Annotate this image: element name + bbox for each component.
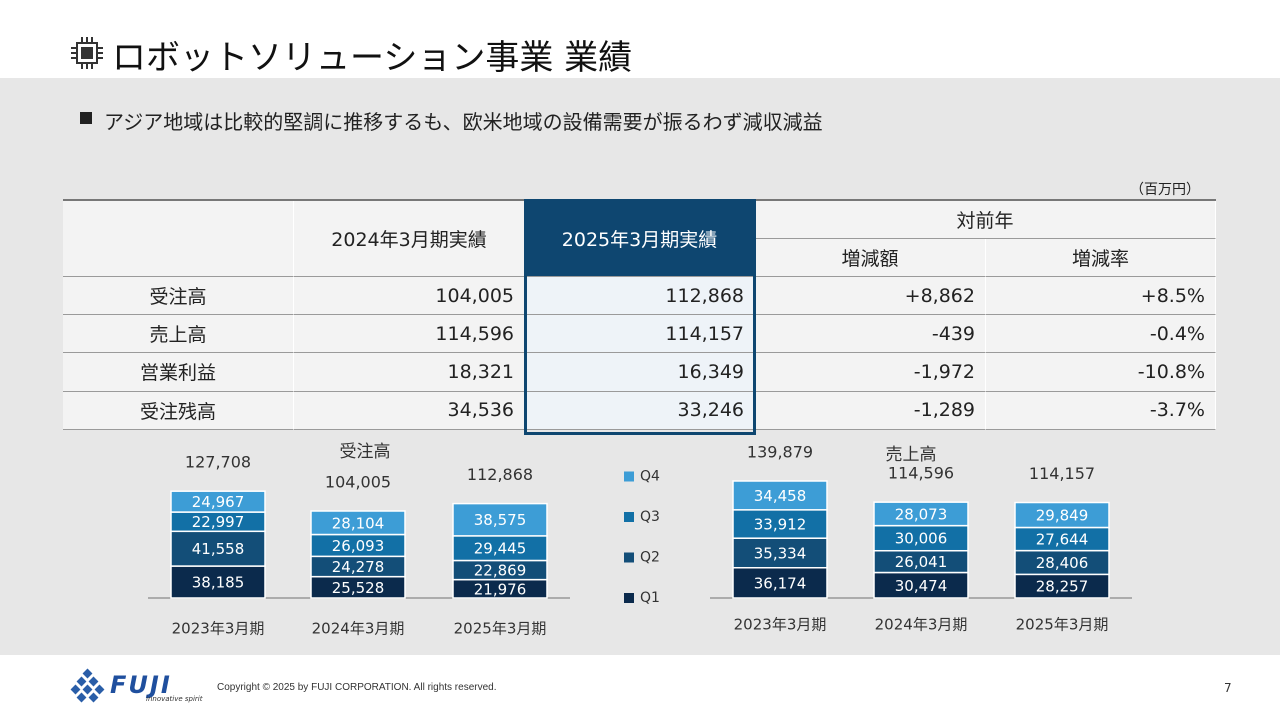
chart-title: 受注高	[340, 442, 391, 462]
table-cell: -10.8%	[986, 353, 1216, 392]
x-tick-label: 2023年3月期	[734, 616, 827, 634]
table-cell: 33,246	[525, 391, 755, 430]
legend-label: Q4	[640, 469, 660, 485]
table-cell: -439	[755, 315, 986, 354]
segment-label: 29,849	[1036, 506, 1089, 524]
segment-label: 36,174	[754, 574, 807, 592]
total-label: 114,157	[1029, 464, 1095, 483]
total-label: 104,005	[325, 473, 391, 492]
table-cell: -1,289	[755, 391, 986, 430]
table-cell: 対前年	[755, 201, 1216, 239]
legend-swatch	[624, 471, 634, 482]
legend-label: Q1	[640, 590, 660, 606]
total-label: 139,879	[747, 443, 813, 462]
page-number: 7	[1224, 681, 1232, 695]
segment-label: 30,474	[895, 577, 948, 595]
segment-label: 29,445	[474, 540, 527, 558]
table-cell: -1,972	[755, 353, 986, 392]
total-label: 127,708	[185, 453, 251, 472]
table-cell: 受注残高	[63, 391, 294, 430]
table-cell: 2024年3月期実績	[294, 201, 525, 277]
copyright: Copyright © 2025 by FUJI CORPORATION. Al…	[217, 682, 497, 693]
table-cell: 2025年3月期実績	[525, 201, 755, 277]
slide-title: ロボットソリューション事業 業績	[112, 38, 633, 78]
unit-label: （百万円）	[1130, 182, 1200, 198]
x-tick-label: 2024年3月期	[875, 616, 968, 634]
table-cell: +8.5%	[986, 277, 1216, 316]
table-cell: -3.7%	[986, 391, 1216, 430]
bar-segment	[873, 571, 969, 599]
legend-label: Q3	[640, 509, 660, 525]
legend-swatch	[624, 593, 634, 603]
segment-label: 38,185	[192, 574, 245, 592]
segment-label: 25,528	[332, 579, 385, 597]
segment-label: 26,041	[895, 553, 948, 571]
segment-label: 27,644	[1036, 531, 1089, 549]
total-label: 112,868	[467, 465, 533, 484]
segment-label: 33,912	[754, 516, 807, 534]
logo-text: FUJI	[110, 671, 172, 699]
bar-segment	[170, 490, 266, 513]
table-cell: 18,321	[294, 353, 525, 392]
table-cell: 増減額	[755, 239, 986, 277]
bullet-text: アジア地域は比較的堅調に推移するも、欧米地域の設備需要が振るわず減収減益	[104, 110, 823, 134]
segment-label: 28,104	[332, 514, 385, 532]
segment-label: 24,278	[332, 558, 385, 576]
total-label: 114,596	[888, 464, 954, 483]
title-icon	[71, 37, 103, 69]
segment-label: 28,073	[895, 505, 948, 523]
bar-segment	[732, 537, 828, 569]
x-tick-label: 2025年3月期	[454, 620, 547, 638]
bar-segment	[873, 501, 969, 527]
segment-label: 28,406	[1036, 554, 1089, 572]
highlight-frame	[524, 199, 756, 435]
bar-segment	[732, 480, 828, 511]
segment-label: 30,006	[895, 530, 948, 548]
bar-segment	[873, 524, 969, 552]
chart-title: 売上高	[886, 445, 937, 465]
bullet-marker	[80, 112, 92, 124]
segment-label: 22,869	[474, 562, 527, 580]
segment-label: 35,334	[754, 544, 807, 562]
segment-label: 38,575	[474, 511, 527, 529]
table-cell: +8,862	[755, 277, 986, 316]
segment-label: 26,093	[332, 537, 385, 555]
bar-segment	[452, 502, 548, 537]
table-cell: 112,868	[525, 277, 755, 316]
table-cell: 114,596	[294, 315, 525, 354]
segment-label: 22,997	[192, 513, 245, 531]
logo-mark	[70, 668, 105, 703]
x-tick-label: 2024年3月期	[312, 620, 405, 638]
bar-segment	[310, 510, 406, 536]
table-cell: 16,349	[525, 353, 755, 392]
segment-label: 34,458	[754, 487, 807, 505]
bar-segment	[732, 509, 828, 539]
table-cell: 増減率	[986, 239, 1216, 277]
bar-segment	[1014, 501, 1110, 529]
table-cell: 34,536	[294, 391, 525, 430]
table-cell	[63, 201, 294, 277]
legend-swatch	[624, 552, 634, 563]
segment-label: 21,976	[474, 580, 527, 598]
segment-label: 28,257	[1036, 578, 1089, 596]
segment-label: 24,967	[192, 493, 245, 511]
table-cell: 104,005	[294, 277, 525, 316]
x-tick-label: 2025年3月期	[1016, 616, 1109, 634]
table-cell: -0.4%	[986, 315, 1216, 354]
x-tick-label: 2023年3月期	[172, 620, 265, 638]
table-cell: 営業利益	[63, 353, 294, 392]
legend-swatch	[624, 512, 634, 522]
table-cell: 売上高	[63, 315, 294, 354]
segment-label: 41,558	[192, 540, 245, 558]
table-cell: 114,157	[525, 315, 755, 354]
logo-tagline: innovative spirit	[146, 695, 203, 703]
table-cell: 受注高	[63, 277, 294, 316]
legend-label: Q2	[640, 550, 660, 566]
bar-segment	[170, 530, 266, 567]
